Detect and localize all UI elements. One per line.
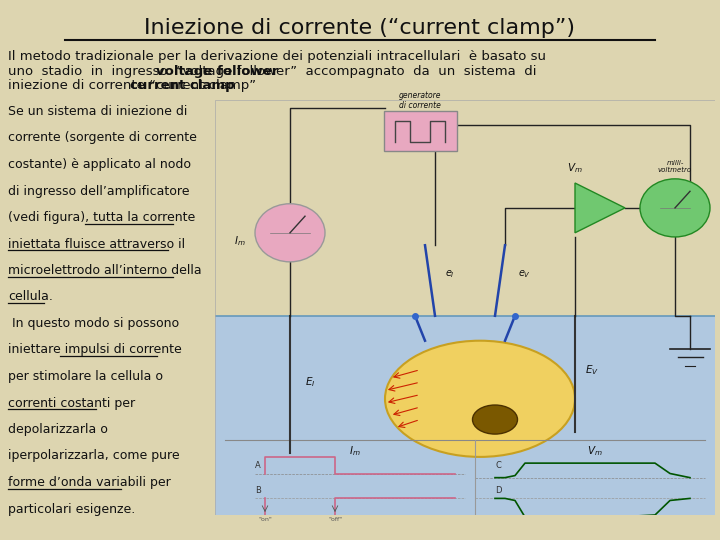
Text: D: D [495, 486, 502, 495]
Text: iperpolarizzarla, come pure: iperpolarizzarla, come pure [8, 449, 179, 462]
Text: per stimolare la cellula o: per stimolare la cellula o [8, 370, 163, 383]
Text: $V_m$: $V_m$ [588, 444, 603, 458]
Text: "off": "off" [328, 517, 342, 522]
Circle shape [255, 204, 325, 262]
Text: uno  stadio  in  ingresso  “voltage follower”  accompagnato  da  un  sistema  di: uno stadio in ingresso “voltage follower… [8, 64, 536, 78]
FancyBboxPatch shape [384, 111, 456, 151]
Ellipse shape [472, 405, 518, 434]
Text: $I_m$: $I_m$ [234, 234, 246, 248]
Text: microelettrodo all’interno della: microelettrodo all’interno della [8, 264, 202, 277]
Text: iniettare impulsi di corrente: iniettare impulsi di corrente [8, 343, 181, 356]
Text: $e_V$: $e_V$ [518, 268, 531, 280]
Text: costante) è applicato al nodo: costante) è applicato al nodo [8, 158, 191, 171]
Text: $I_m$: $I_m$ [349, 444, 361, 458]
Text: correnti costanti per: correnti costanti per [8, 396, 135, 409]
Text: $E_V$: $E_V$ [585, 363, 599, 377]
Text: A: A [255, 461, 261, 470]
Text: di ingresso dell’amplificatore: di ingresso dell’amplificatore [8, 185, 189, 198]
Polygon shape [575, 183, 625, 233]
Text: iniezione di corrente “current clamp”: iniezione di corrente “current clamp” [8, 79, 256, 92]
Text: iniettata fluisce attraverso il: iniettata fluisce attraverso il [8, 238, 185, 251]
Text: B: B [255, 486, 261, 495]
Text: forme d’onda variabili per: forme d’onda variabili per [8, 476, 171, 489]
Text: (vedi figura), tutta la corrente: (vedi figura), tutta la corrente [8, 211, 195, 224]
Bar [215, 316, 715, 515]
Text: $e_I$: $e_I$ [445, 268, 455, 280]
Text: In questo modo si possono: In questo modo si possono [8, 317, 179, 330]
Text: "on": "on" [258, 517, 272, 522]
Text: Se un sistema di iniezione di: Se un sistema di iniezione di [8, 105, 187, 118]
Bar [215, 100, 715, 316]
Text: particolari esigenze.: particolari esigenze. [8, 503, 135, 516]
Text: Iniezione di corrente (“current clamp”): Iniezione di corrente (“current clamp”) [145, 18, 575, 38]
Text: cellula.: cellula. [8, 291, 53, 303]
Text: generatore
di corrente: generatore di corrente [399, 91, 441, 110]
Text: depolarizzarla o: depolarizzarla o [8, 423, 108, 436]
Text: $E_I$: $E_I$ [305, 375, 315, 389]
Text: $V_m$: $V_m$ [567, 161, 582, 175]
Text: current clamp: current clamp [130, 79, 235, 92]
Text: corrente (sorgente di corrente: corrente (sorgente di corrente [8, 132, 197, 145]
Text: C: C [495, 461, 501, 470]
Text: voltage follower: voltage follower [156, 64, 279, 78]
Circle shape [640, 179, 710, 237]
Ellipse shape [385, 341, 575, 457]
Text: Il metodo tradizionale per la derivazione dei potenziali intracellulari  è basat: Il metodo tradizionale per la derivazion… [8, 50, 546, 63]
Text: milli-
voltmetro: milli- voltmetro [658, 160, 692, 173]
